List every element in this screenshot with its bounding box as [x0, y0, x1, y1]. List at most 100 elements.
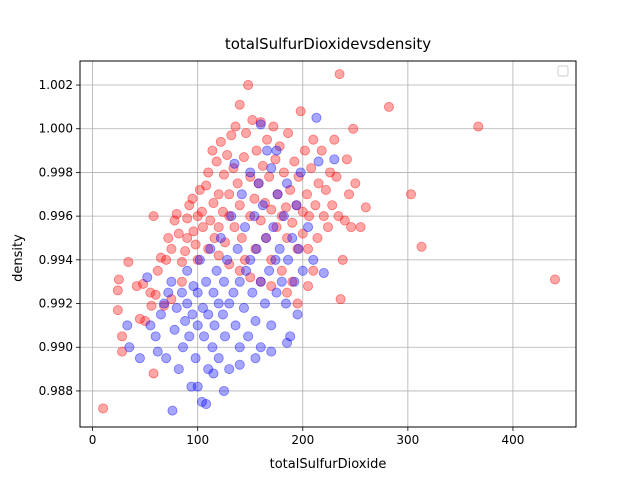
- red-data-point: [303, 243, 314, 254]
- red-data-point: [113, 274, 124, 285]
- blue-data-point: [238, 302, 249, 313]
- y-tick-label: 1.002: [39, 78, 73, 92]
- red-data-point: [308, 265, 319, 276]
- red-data-point: [274, 141, 285, 152]
- blue-data-point: [203, 309, 214, 320]
- red-data-point: [473, 121, 484, 132]
- red-data-point: [229, 222, 240, 233]
- red-data-point: [243, 80, 254, 91]
- red-data-point: [276, 265, 287, 276]
- red-data-point: [203, 243, 214, 254]
- red-data-point: [316, 145, 327, 156]
- blue-data-point: [207, 342, 218, 353]
- blue-data-point: [264, 265, 275, 276]
- blue-data-point: [245, 167, 256, 178]
- blue-data-point: [282, 337, 293, 348]
- red-data-point: [344, 189, 355, 200]
- red-data-point: [213, 250, 224, 261]
- blue-data-point: [280, 298, 291, 309]
- red-data-point: [171, 208, 182, 219]
- blue-data-point: [173, 364, 184, 375]
- red-data-point: [341, 154, 352, 165]
- blue-data-point: [124, 342, 135, 353]
- red-data-point: [257, 160, 268, 171]
- red-data-point: [282, 232, 293, 243]
- blue-data-point: [182, 265, 193, 276]
- red-data-point: [145, 287, 156, 298]
- red-data-point: [280, 202, 291, 213]
- blue-data-point: [249, 211, 260, 222]
- red-data-point: [297, 228, 308, 239]
- blue-data-point: [122, 320, 133, 331]
- blue-data-point: [163, 287, 174, 298]
- red-data-point: [272, 189, 283, 200]
- red-data-point: [207, 145, 218, 156]
- red-data-point: [230, 121, 241, 132]
- blue-data-point: [313, 156, 324, 167]
- red-data-point: [245, 272, 256, 283]
- red-data-point: [247, 114, 258, 125]
- red-data-point: [224, 211, 235, 222]
- red-data-point: [140, 316, 151, 327]
- red-data-point: [201, 180, 212, 191]
- blue-data-point: [253, 178, 264, 189]
- blue-data-point: [224, 298, 235, 309]
- blue-data-point: [308, 254, 319, 265]
- red-data-point: [299, 145, 310, 156]
- red-data-point: [218, 169, 229, 180]
- red-data-point: [152, 265, 163, 276]
- blue-data-point: [192, 287, 203, 298]
- red-data-point: [283, 128, 294, 139]
- red-data-point: [310, 200, 321, 211]
- blue-data-point: [184, 331, 195, 342]
- red-data-point: [117, 331, 128, 342]
- red-data-point: [196, 206, 207, 217]
- blue-data-point: [196, 396, 207, 407]
- red-data-point: [138, 278, 149, 289]
- blue-data-point: [142, 272, 153, 283]
- red-data-point: [301, 189, 312, 200]
- red-data-point: [249, 193, 260, 204]
- blue-data-point: [201, 276, 212, 287]
- red-data-point: [209, 232, 220, 243]
- blue-data-point: [297, 265, 308, 276]
- blue-data-point: [266, 163, 277, 174]
- y-tick-label: 0.994: [39, 253, 73, 267]
- blue-data-point: [201, 399, 212, 410]
- blue-data-point: [217, 309, 228, 320]
- blue-data-point: [197, 302, 208, 313]
- blue-data-point: [303, 222, 314, 233]
- blue-data-point: [182, 298, 193, 309]
- red-data-point: [303, 281, 314, 292]
- red-data-point: [304, 211, 315, 222]
- blue-data-point: [283, 254, 294, 265]
- blue-data-point: [239, 222, 250, 233]
- blue-data-point: [245, 254, 256, 265]
- blue-data-point: [234, 276, 245, 287]
- red-data-point: [234, 265, 245, 276]
- red-data-point: [292, 298, 303, 309]
- blue-data-point: [192, 320, 203, 331]
- red-data-point: [224, 189, 235, 200]
- red-data-point: [194, 184, 205, 195]
- red-data-point: [159, 300, 170, 311]
- red-data-point: [150, 289, 161, 300]
- blue-data-point: [203, 364, 214, 375]
- blue-data-point: [243, 331, 254, 342]
- red-data-point: [241, 128, 252, 139]
- red-data-point: [260, 232, 271, 243]
- red-data-point: [250, 243, 261, 254]
- y-tick-label: 1.000: [39, 122, 73, 136]
- red-data-point: [259, 198, 270, 209]
- blue-data-point: [166, 276, 177, 287]
- blue-data-point: [262, 145, 273, 156]
- red-data-point: [253, 178, 264, 189]
- red-data-point: [264, 171, 275, 182]
- red-data-point: [224, 259, 235, 270]
- red-data-point: [234, 200, 245, 211]
- blue-data-point: [276, 276, 287, 287]
- blue-data-point: [215, 232, 226, 243]
- red-data-point: [187, 193, 198, 204]
- blue-data-point: [152, 346, 163, 357]
